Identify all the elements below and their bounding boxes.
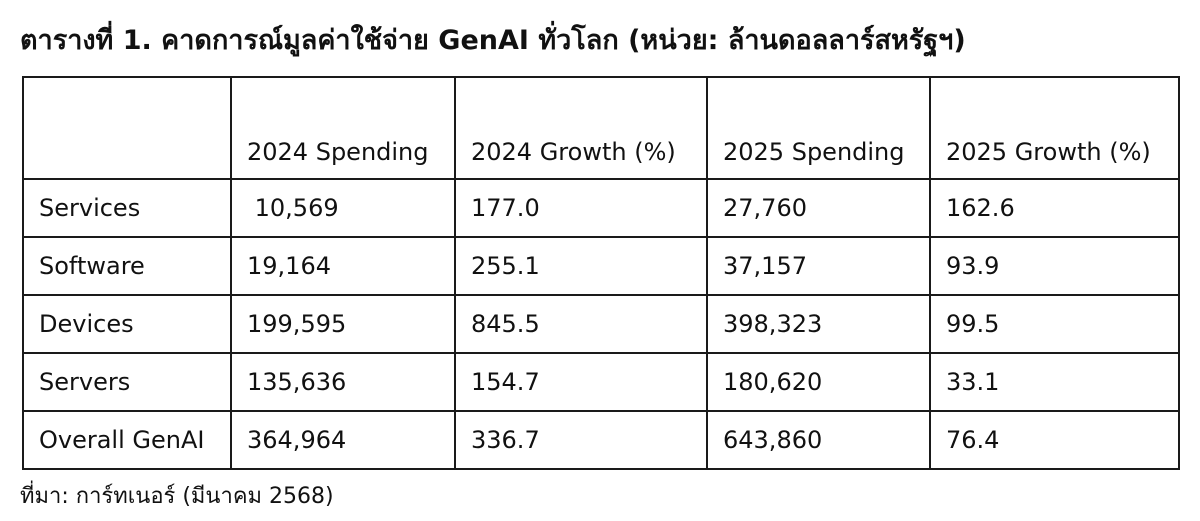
cell-2024-growth: 177.0 (454, 178, 708, 238)
cell-2025-growth: 162.6 (929, 178, 1180, 238)
cell-2024-growth: 154.7 (454, 352, 708, 412)
table-row: Software 19,164 255.1 37,157 93.9 (22, 236, 1180, 296)
cell-2025-spending: 643,860 (706, 410, 931, 470)
header-cell-empty (22, 76, 232, 180)
row-label: Overall GenAI (22, 410, 232, 470)
table-row: Services 10,569 177.0 27,760 162.6 (22, 178, 1180, 238)
header-cell-2024-growth: 2024 Growth (%) (454, 76, 708, 180)
cell-2025-growth: 33.1 (929, 352, 1180, 412)
header-cell-2025-spending: 2025 Spending (706, 76, 931, 180)
table-header-row: 2024 Spending 2024 Growth (%) 2025 Spend… (22, 76, 1180, 180)
cell-2025-spending: 398,323 (706, 294, 931, 354)
cell-2024-spending: 10,569 (230, 178, 456, 238)
header-cell-2024-spending: 2024 Spending (230, 76, 456, 180)
cell-2024-spending: 199,595 (230, 294, 456, 354)
table-row: Overall GenAI 364,964 336.7 643,860 76.4 (22, 410, 1180, 470)
row-label: Servers (22, 352, 232, 412)
genai-spending-table: 2024 Spending 2024 Growth (%) 2025 Spend… (22, 76, 1180, 470)
cell-2024-growth: 336.7 (454, 410, 708, 470)
cell-2025-growth: 93.9 (929, 236, 1180, 296)
cell-2025-growth: 76.4 (929, 410, 1180, 470)
cell-2024-growth: 845.5 (454, 294, 708, 354)
header-cell-2025-growth: 2025 Growth (%) (929, 76, 1180, 180)
source-note: ที่มา: การ์ทเนอร์ (มีนาคม 2568) (20, 484, 334, 509)
cell-2024-spending: 135,636 (230, 352, 456, 412)
cell-2024-spending: 364,964 (230, 410, 456, 470)
cell-2025-spending: 37,157 (706, 236, 931, 296)
table-row: Devices 199,595 845.5 398,323 99.5 (22, 294, 1180, 354)
table-title: ตารางที่ 1. คาดการณ์มูลค่าใช้จ่าย GenAI … (20, 25, 966, 56)
cell-2024-spending: 19,164 (230, 236, 456, 296)
cell-2025-spending: 27,760 (706, 178, 931, 238)
cell-2024-growth: 255.1 (454, 236, 708, 296)
table-row: Servers 135,636 154.7 180,620 33.1 (22, 352, 1180, 412)
row-label: Software (22, 236, 232, 296)
row-label: Devices (22, 294, 232, 354)
cell-2025-spending: 180,620 (706, 352, 931, 412)
row-label: Services (22, 178, 232, 238)
cell-2025-growth: 99.5 (929, 294, 1180, 354)
